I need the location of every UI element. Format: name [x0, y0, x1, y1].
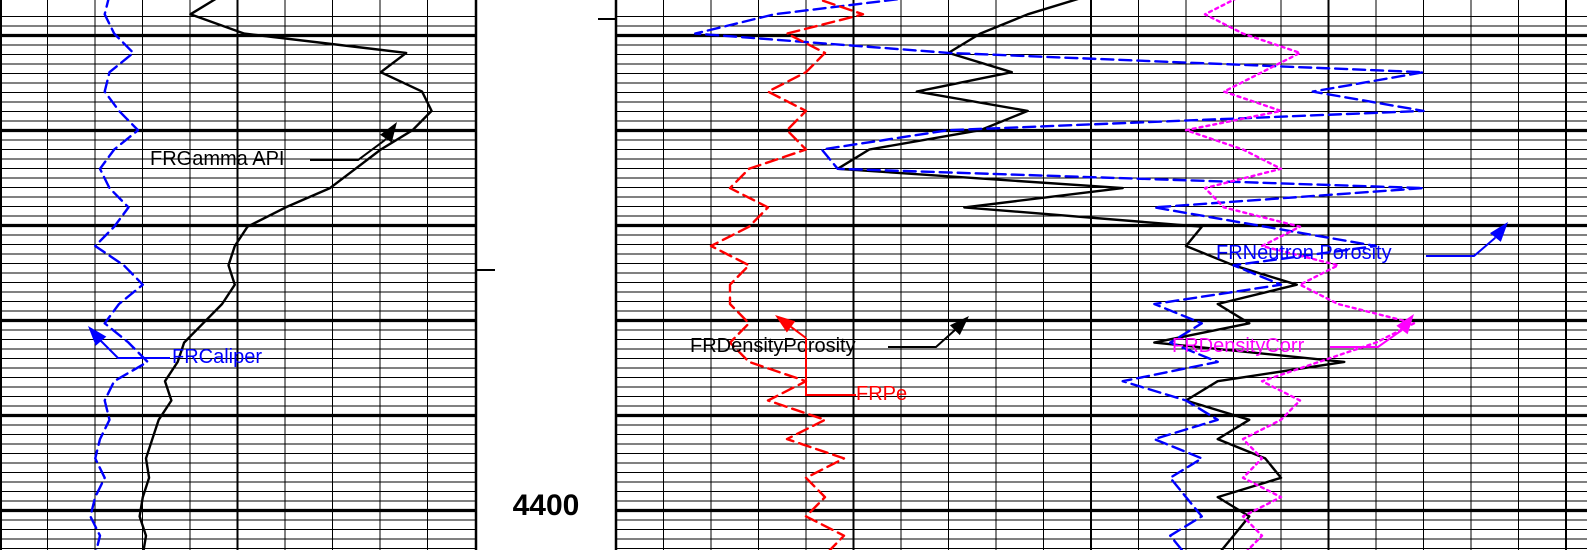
frdensitycorr-leader: [1330, 329, 1403, 348]
frgamma-api-leader: [384, 138, 387, 141]
frcaliper-label: FRCaliper: [172, 346, 262, 368]
frdensityporosity-leader: [888, 329, 956, 348]
frgamma-api-arrowhead: [380, 122, 397, 143]
curves: [89, 0, 1425, 550]
frpe-leader: [790, 326, 807, 339]
frgamma-api-curve: [138, 0, 433, 550]
frgamma-api-label: FRGamma API: [150, 148, 284, 170]
frneutron-porosity-curve: [694, 0, 1425, 550]
frpe-leader: [805, 338, 856, 396]
frdensitycorr-curve: [1184, 0, 1416, 550]
frdensityporosity-curve: [836, 0, 1346, 550]
frdensitycorr-label: FRDensityCorr: [1172, 335, 1305, 357]
depth-label: 4400: [513, 489, 580, 522]
frneutron-porosity-arrowhead: [1489, 222, 1508, 242]
depth-ticks: [476, 18, 616, 271]
frpe-label: FRPe: [856, 383, 907, 405]
frpe-arrowhead: [775, 315, 796, 333]
frcaliper-arrowhead: [88, 326, 107, 346]
curve-labels: FRCaliper FRGamma API FRDensityPorosity FRN…: [88, 122, 1508, 405]
frdensityporosity-label: FRDensityPorosity: [690, 335, 856, 357]
frcaliper-leader: [99, 339, 170, 359]
frpe-curve: [709, 0, 865, 550]
frneutron-porosity-label: FRNeutron Porosity: [1216, 242, 1392, 264]
frneutron-porosity-leader: [1426, 237, 1496, 257]
frcaliper-curve: [89, 0, 149, 550]
frdensitycorr-arrowhead: [1396, 314, 1414, 335]
frdensityporosity-arrowhead: [949, 316, 969, 336]
frgamma-api-leader: [310, 139, 386, 161]
